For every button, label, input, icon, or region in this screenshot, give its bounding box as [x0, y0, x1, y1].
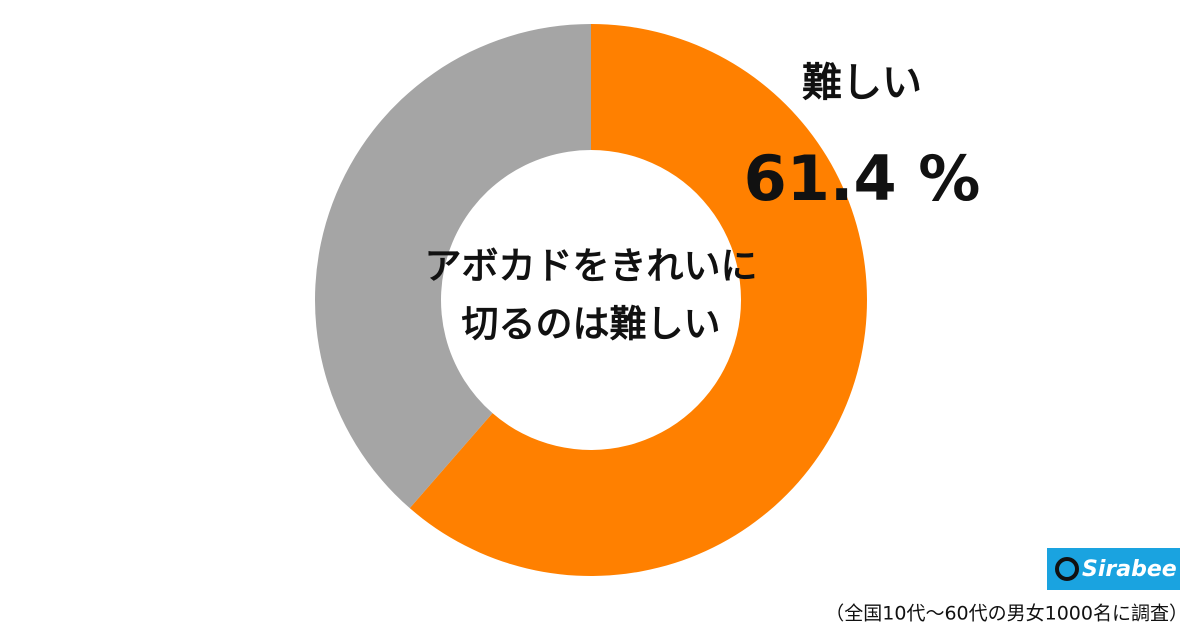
center-text: 切るのは難しい	[462, 303, 721, 346]
donut	[314, 24, 867, 576]
slice	[409, 24, 867, 576]
logo-icon	[1055, 557, 1079, 581]
center-text: アボカドをきれいに	[425, 245, 758, 288]
footnote: （全国10代～60代の男女1000名に調査）	[825, 603, 1188, 625]
logo: Sirabee	[1082, 557, 1177, 582]
logo-box	[1047, 548, 1180, 590]
category-label: 難しい	[802, 60, 922, 106]
slice	[314, 24, 591, 509]
value-label: 61.4 %	[744, 142, 981, 215]
